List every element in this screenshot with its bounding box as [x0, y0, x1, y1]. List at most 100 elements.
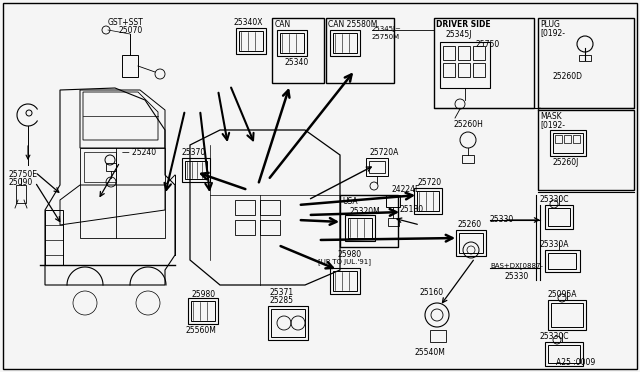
Bar	[553, 133, 583, 153]
Text: 25345J: 25345J	[446, 30, 472, 39]
Text: 25750: 25750	[476, 40, 500, 49]
Bar	[45, 210, 63, 265]
Bar	[538, 110, 634, 190]
Bar	[434, 18, 534, 108]
Bar	[548, 208, 570, 226]
Bar	[538, 18, 634, 108]
Bar	[579, 55, 591, 61]
Bar	[473, 63, 485, 77]
Bar	[548, 253, 576, 269]
Text: 25330C: 25330C	[540, 195, 570, 204]
Text: 25330C: 25330C	[540, 332, 570, 341]
Text: 25720: 25720	[418, 178, 442, 187]
Bar	[459, 233, 483, 253]
Bar	[333, 33, 357, 53]
Bar	[326, 18, 394, 83]
Bar	[545, 205, 573, 229]
Bar	[106, 163, 116, 171]
Text: [0192-: [0192-	[540, 120, 565, 129]
Bar	[188, 298, 218, 324]
Text: 25260J: 25260J	[553, 158, 579, 167]
Text: 25330: 25330	[490, 215, 515, 224]
Text: 25070: 25070	[118, 26, 142, 35]
Bar	[366, 158, 388, 176]
Bar	[548, 345, 580, 363]
Bar	[182, 158, 210, 182]
Bar	[236, 28, 266, 54]
Text: 25130: 25130	[400, 205, 424, 214]
Text: 25330A: 25330A	[540, 240, 570, 249]
Bar	[414, 188, 442, 214]
Bar	[458, 46, 470, 60]
Text: 25320M: 25320M	[350, 207, 381, 216]
Bar	[185, 161, 207, 179]
Text: [0192-: [0192-	[540, 28, 565, 37]
Bar	[551, 303, 583, 327]
Text: BAS+DX[0887-: BAS+DX[0887-	[490, 262, 543, 269]
Bar	[443, 63, 455, 77]
Text: 25330: 25330	[505, 272, 529, 281]
Text: DRIVER SIDE: DRIVER SIDE	[436, 20, 491, 29]
Text: A25 :0009: A25 :0009	[556, 358, 595, 367]
Bar	[330, 268, 360, 294]
Text: 25371: 25371	[270, 288, 294, 297]
Text: 24224E: 24224E	[392, 185, 420, 194]
Text: 25345J~: 25345J~	[372, 26, 402, 32]
Text: 25340X: 25340X	[234, 18, 264, 27]
Bar	[386, 195, 400, 207]
Text: 25160: 25160	[420, 288, 444, 297]
Bar	[473, 46, 485, 60]
Bar	[268, 306, 308, 340]
Bar	[462, 155, 474, 163]
Text: 25260D: 25260D	[553, 72, 583, 81]
Text: 25540M: 25540M	[415, 348, 446, 357]
Text: 25720A: 25720A	[370, 148, 399, 157]
Text: USA: USA	[342, 197, 358, 206]
Text: 25750M: 25750M	[372, 34, 400, 40]
Text: GST+SST: GST+SST	[108, 18, 144, 27]
Bar	[417, 191, 439, 211]
Text: 25980: 25980	[338, 250, 362, 259]
Bar	[430, 330, 446, 342]
Text: 25260: 25260	[458, 220, 482, 229]
Bar	[80, 148, 165, 238]
Text: CAN: CAN	[275, 20, 291, 29]
Text: 25090: 25090	[8, 178, 32, 187]
Bar	[369, 161, 385, 173]
Bar	[272, 18, 324, 83]
Bar	[440, 42, 490, 88]
Bar	[573, 135, 580, 143]
Text: — 25240: — 25240	[122, 148, 156, 157]
Text: 25560M: 25560M	[186, 326, 217, 335]
Bar	[271, 309, 305, 337]
Bar	[277, 30, 307, 56]
Text: CAN 25580M: CAN 25580M	[328, 20, 378, 29]
Text: 25370: 25370	[182, 148, 206, 157]
Text: 25980: 25980	[192, 290, 216, 299]
Bar	[443, 46, 455, 60]
Bar	[260, 200, 280, 215]
Bar	[564, 135, 571, 143]
Bar	[191, 301, 215, 321]
Text: PLUG: PLUG	[540, 20, 560, 29]
Bar	[122, 55, 138, 77]
Bar	[235, 200, 255, 215]
Bar	[545, 250, 580, 272]
Bar	[239, 31, 263, 51]
Bar	[333, 271, 357, 291]
Bar	[545, 342, 583, 366]
Bar	[16, 185, 26, 203]
Text: MASK: MASK	[540, 112, 562, 121]
Bar	[458, 63, 470, 77]
Bar	[548, 300, 586, 330]
Bar	[280, 33, 304, 53]
Bar	[84, 152, 116, 182]
Bar	[260, 220, 280, 235]
Text: 25095A: 25095A	[548, 290, 577, 299]
Bar	[235, 220, 255, 235]
Text: 25340: 25340	[285, 58, 309, 67]
Bar	[550, 130, 586, 156]
Text: 25285: 25285	[270, 296, 294, 305]
Bar	[348, 218, 372, 238]
Bar	[555, 135, 562, 143]
